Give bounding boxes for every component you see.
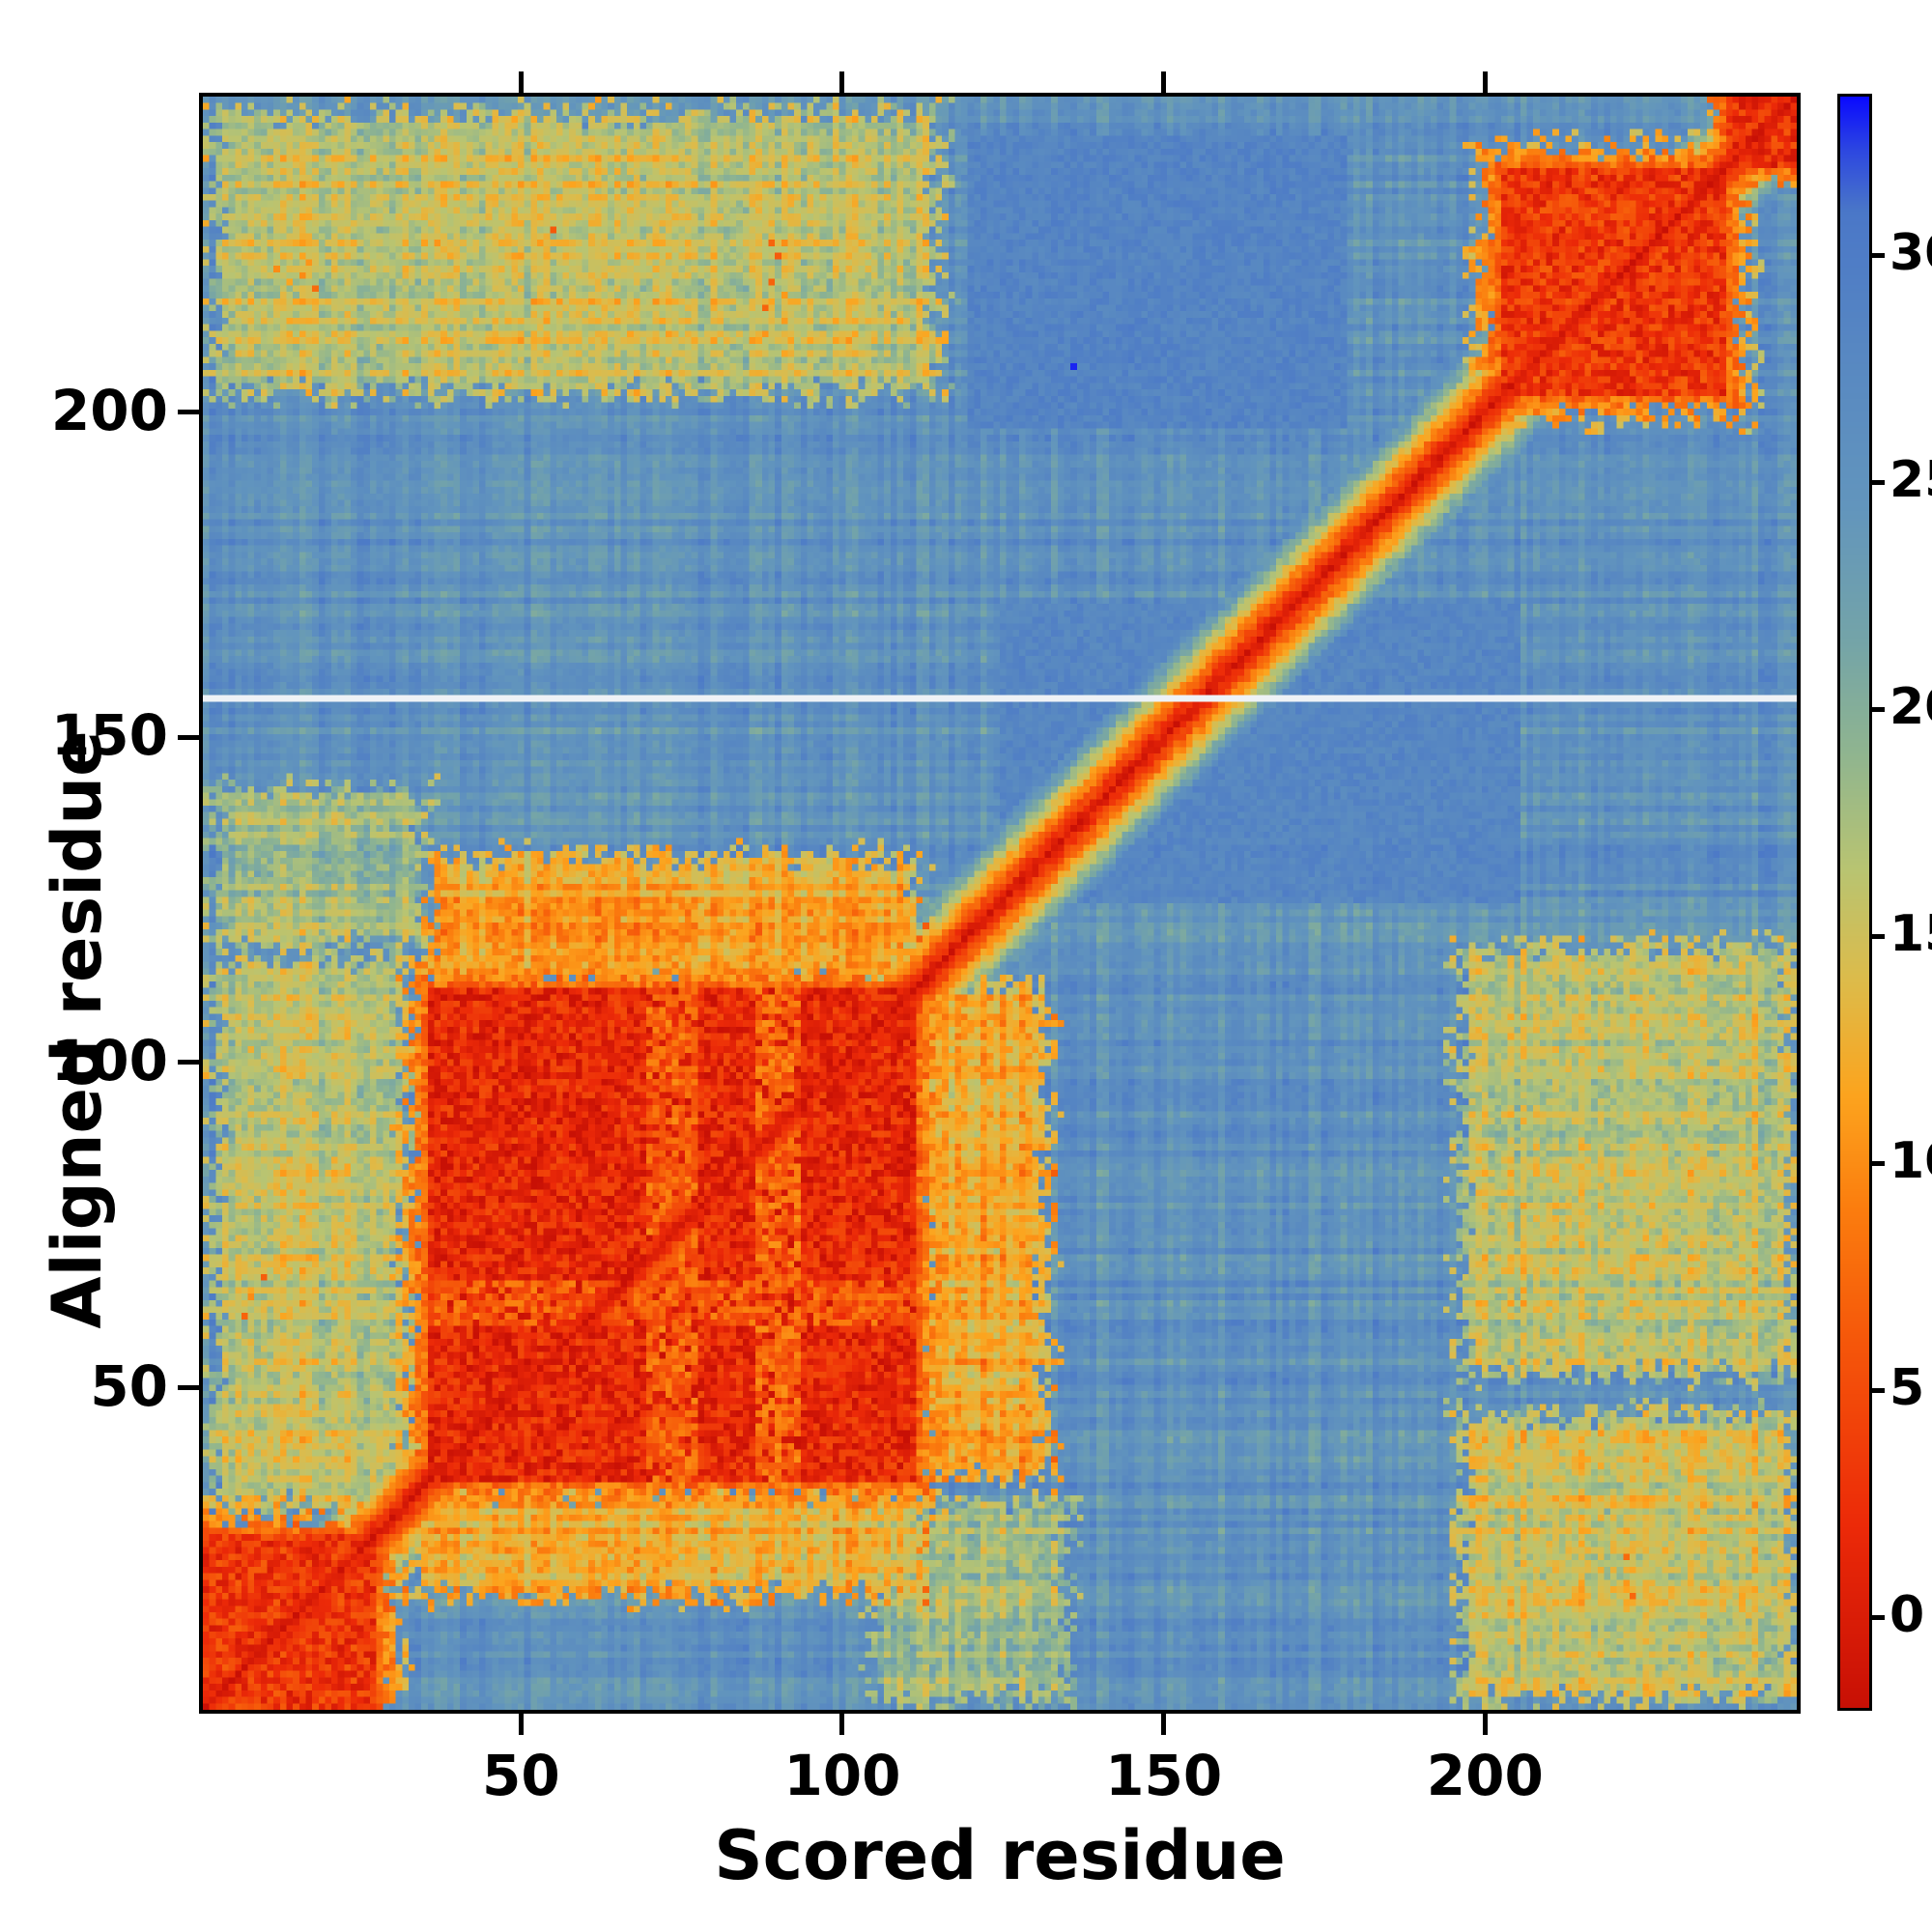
colorbar-tick-mark (1869, 1160, 1885, 1166)
y-tick-mark (178, 1385, 199, 1391)
x-axis-title: Scored residue (714, 1816, 1286, 1895)
colorbar-tick-label: 10 (1889, 1132, 1932, 1191)
y-tick-label: 100 (50, 1027, 168, 1094)
colorbar-tick-label: 25 (1889, 451, 1932, 510)
pae-heatmap-canvas (203, 97, 1797, 1710)
y-tick-label: 150 (50, 702, 168, 769)
x-tick-label: 200 (1426, 1743, 1544, 1808)
x-tick-label: 150 (1105, 1743, 1223, 1808)
y-tick-mark (178, 410, 199, 415)
x-tick-mark-top (1161, 71, 1167, 93)
colorbar-canvas (1840, 97, 1869, 1708)
x-tick-mark-top (1482, 71, 1488, 93)
colorbar-tick-label: 20 (1889, 678, 1932, 737)
colorbar-tick-label: 5 (1889, 1359, 1925, 1418)
pae-plot (199, 93, 1801, 1714)
x-tick-mark-top (518, 71, 524, 93)
y-axis-title: Aligned residue (38, 730, 117, 1329)
colorbar-tick-mark (1869, 252, 1885, 258)
x-tick-mark (1482, 1714, 1488, 1735)
colorbar-tick-label: 15 (1889, 905, 1932, 964)
colorbar (1837, 94, 1872, 1711)
colorbar-tick-mark (1869, 1387, 1885, 1393)
colorbar-tick-mark (1869, 706, 1885, 712)
x-tick-mark (518, 1714, 524, 1735)
y-tick-mark (178, 734, 199, 740)
x-tick-mark (839, 1714, 845, 1735)
y-tick-label: 200 (50, 377, 168, 443)
colorbar-tick-mark (1869, 933, 1885, 939)
x-tick-label: 50 (481, 1743, 560, 1808)
colorbar-tick-label: 30 (1889, 224, 1932, 283)
y-tick-label: 50 (90, 1352, 168, 1419)
colorbar-tick-label: 0 (1889, 1586, 1925, 1645)
colorbar-tick-mark (1869, 1614, 1885, 1620)
y-tick-mark (178, 1060, 199, 1065)
x-tick-mark (1161, 1714, 1167, 1735)
colorbar-tick-mark (1869, 479, 1885, 485)
x-tick-mark-top (839, 71, 845, 93)
x-tick-label: 100 (783, 1743, 901, 1808)
